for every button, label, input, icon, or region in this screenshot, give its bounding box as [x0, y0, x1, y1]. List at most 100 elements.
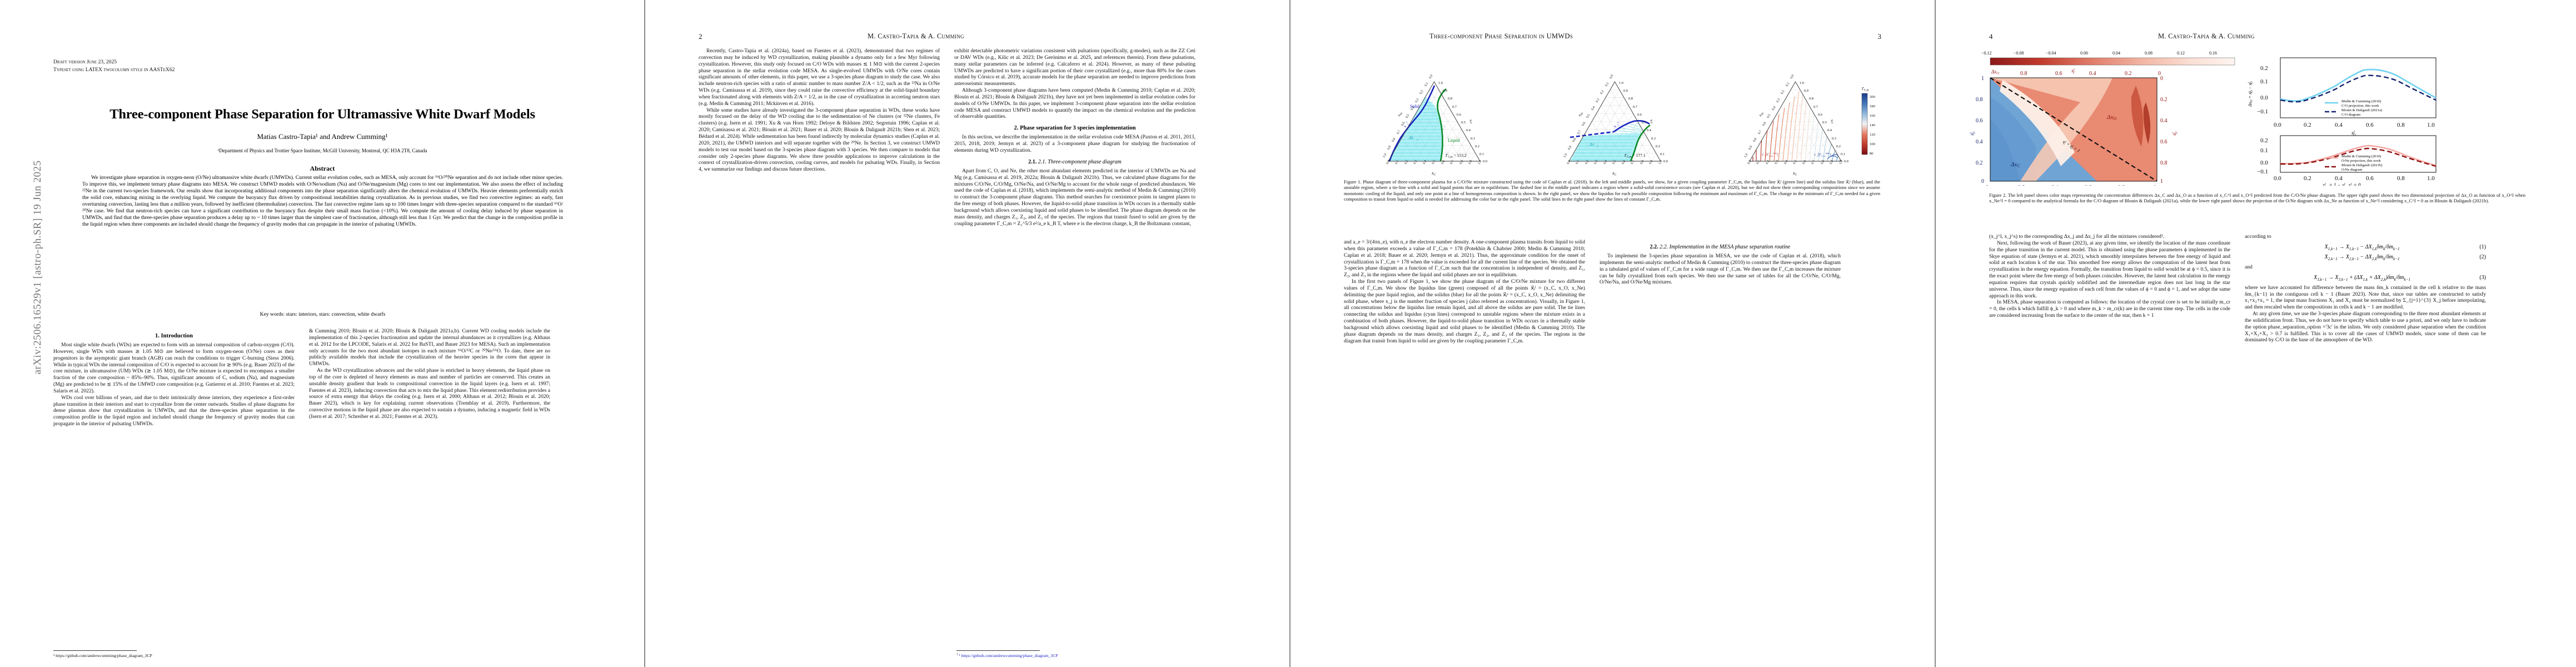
- equation-block-1: X1,k−1 → X1,k−1 − ΔX1,kδmk/δmk−1 (1): [2324, 243, 2486, 251]
- subsection-number: 2.1.: [1028, 158, 1037, 165]
- paragraph: In MESA, phase separation is computed as…: [1989, 299, 2230, 319]
- tick-label: 1.0: [1383, 153, 1388, 158]
- tick-label: 0.8: [1459, 160, 1464, 165]
- solidus-curve: [1613, 120, 1650, 133]
- tick-label: 0.3: [1413, 160, 1418, 165]
- tick-label: 1.0: [1563, 153, 1568, 158]
- delta-xo-region-label: ΔxO: [2106, 114, 2116, 121]
- tick-label: 0.8: [1753, 138, 1758, 143]
- tick-label: 0.6: [1582, 122, 1587, 127]
- tick-label: 0.0: [1844, 160, 1848, 163]
- colorbar-tick: 0.00: [2080, 51, 2088, 56]
- left-axis-tick: 0.2: [1976, 160, 1983, 166]
- colorbar-gamma: ΓC,m 200 180 160 140 120 100 80: [1861, 87, 1876, 156]
- right-axis-tick: 0.2: [2160, 97, 2168, 103]
- affiliation: ¹Department of Physics and Trottier Spac…: [217, 148, 427, 153]
- right-axis-tick: 0.8: [2160, 160, 2168, 166]
- paragraph: Although 3-component phase diagrams have…: [954, 87, 1195, 120]
- equation-number: (2): [2479, 253, 2486, 260]
- figure-1-caption-text: Figure 1. Phase diagram of three-compone…: [1344, 179, 1880, 202]
- tick-label: 0.7: [1450, 160, 1455, 165]
- running-head: M. Castro-Tapia & A. Cumming: [868, 32, 964, 40]
- min-gamma-label: x⃗l j(ΓC,mmin): [1761, 152, 1778, 158]
- panel-a-ytick: −0.1: [2257, 108, 2268, 115]
- tick-label: 0.4: [1466, 128, 1471, 132]
- page-4-column-left: (x_j^l, x_j^s) to the corresponding Δx_j…: [1989, 233, 2230, 344]
- panel-b-xtick: 0.6: [2366, 175, 2374, 182]
- tick-label: 0.8: [1572, 138, 1577, 143]
- tie-lines: [1390, 98, 1441, 160]
- tick-label: 0.4: [1827, 128, 1832, 132]
- paragraph: Next, following the work of Bauer (2023)…: [1989, 240, 2230, 299]
- liquidus-label: x⃗lj: [1439, 124, 1446, 132]
- paragraph: exhibit detectable photometric variation…: [954, 48, 1195, 87]
- panel-b-frame: [2280, 135, 2437, 173]
- panel-a-ytick: 0.2: [2260, 65, 2268, 72]
- tick-label: 0.9: [1443, 89, 1447, 93]
- top-axis-tick: 0.8: [2020, 71, 2027, 77]
- colorbar-tick: 100: [1870, 142, 1876, 146]
- paragraph: Apart from C, O, and Ne, the other most …: [954, 167, 1195, 227]
- tick-label: 0.6: [1401, 122, 1406, 127]
- panel-a-xtick: 0.6: [2366, 122, 2374, 128]
- tick-label: 0.2: [1766, 160, 1771, 165]
- tick-label: 0.0: [1567, 160, 1572, 165]
- tick-label: 0.0: [1483, 160, 1487, 163]
- paragraph: & Cumming 2010; Blouin et al. 2020; Blou…: [309, 328, 550, 367]
- tick-label: 0.5: [1461, 121, 1466, 125]
- axis-label-xne: xNe: [1577, 111, 1584, 118]
- solid-region-label: Solid: [1410, 104, 1419, 109]
- tick-label: 1.0: [1744, 153, 1749, 158]
- author-list: Matias Castro-Tapia¹ and Andrew Cumming¹: [257, 132, 388, 141]
- top-axis-tick: 0.6: [2055, 71, 2062, 77]
- legend-label-1b: O/Ne projection, this work: [2341, 159, 2381, 163]
- left-axis-tick: 1: [1981, 76, 1984, 82]
- legend-label-1: Medin & Cumming (2010): [2341, 99, 2381, 103]
- panel-b-ytick: 0.2: [2260, 137, 2268, 144]
- figure-1: 1.0 0.9 0.8 0.7 0.6 0.5 0.4 0.3 0.2 0.1 …: [1305, 50, 1921, 178]
- left-axis-tick: 0: [1981, 178, 1984, 185]
- right-axis-tick: 1: [2160, 178, 2163, 185]
- paragraph: and: [2245, 263, 2253, 270]
- legend-label-2: Blouin & Daligault (2021a): [2341, 108, 2382, 112]
- two-phase-region-fill: [1570, 123, 1651, 161]
- draft-version-line: Draft version June 23, 2025: [53, 59, 117, 65]
- footnote-link[interactable]: ¹ https://github.com/andrewcumming/phase…: [959, 653, 1058, 658]
- tick-label: 0.7: [1397, 130, 1402, 135]
- panel-a-ytick: 0.1: [2260, 78, 2268, 85]
- panel-b-xtick: 0.4: [2335, 175, 2343, 182]
- colorbar-tick: −0.08: [2014, 51, 2024, 56]
- panel-b-ytick: 0.1: [2260, 147, 2268, 154]
- abstract-heading: Abstract: [310, 165, 335, 172]
- page-1-columns: 1. Introduction Most single white dwarfs…: [53, 328, 590, 427]
- figure-2-svg: −0.12 −0.08 −0.04 0.00 0.04 0.08 0.12 0.…: [1969, 51, 2437, 191]
- colorbar-tick: 200: [1870, 95, 1876, 99]
- tick-label: 0.6: [1637, 113, 1642, 117]
- lineplot-panel-a: 0.2 0.1 0.0 −0.1 0.0 0.2 0.4 0.6 0.8 1.0…: [2248, 57, 2437, 137]
- legend-label-1: Medin & Cumming (2010): [2341, 155, 2381, 158]
- footnote-rule: [53, 650, 137, 651]
- tick-label: 0.3: [1775, 160, 1780, 165]
- tick-label: 0.9: [1387, 146, 1392, 151]
- page-2-column-right: exhibit detectable photometric variation…: [954, 48, 1195, 227]
- page-number: 4: [1989, 32, 1993, 41]
- page-number: 2: [699, 32, 702, 41]
- delta-x-label: Δx⃗j: [1589, 142, 1598, 148]
- page-4-columns: (x_j^l, x_j^s) to the corresponding Δx_j…: [1989, 233, 2525, 344]
- tick-label: 0.4: [1423, 160, 1428, 165]
- panel-a-frame: [2280, 57, 2437, 118]
- tick-label: 0.3: [1651, 137, 1656, 141]
- bottom-axis-tick: 0.8: [2118, 185, 2125, 186]
- colorbar-tick: 160: [1870, 114, 1876, 118]
- tick-label: 0.4: [1411, 106, 1416, 111]
- panel-a-xlabel: xl O: [2351, 130, 2356, 137]
- paragraph: Most single white dwarfs (WDs) are expec…: [53, 342, 295, 394]
- liquid-region-label: Liquid: [1448, 138, 1459, 143]
- figure-2-caption: Figure 2. The left panel shows color map…: [1989, 192, 2525, 204]
- arxiv-identifier-stamp: arXiv:2506.16529v1 [astro-ph.SR] 19 Jun …: [32, 160, 43, 375]
- tick-label: 0.9: [1468, 160, 1473, 165]
- liquidus-curve: [1630, 124, 1651, 162]
- typeset-line: Typeset using LATEX twocolumn style in A…: [53, 66, 175, 73]
- tick-label: 0.2: [1585, 160, 1590, 165]
- footnote-link[interactable]: ¹ https://github.com/andrewcumming/phase…: [53, 653, 152, 658]
